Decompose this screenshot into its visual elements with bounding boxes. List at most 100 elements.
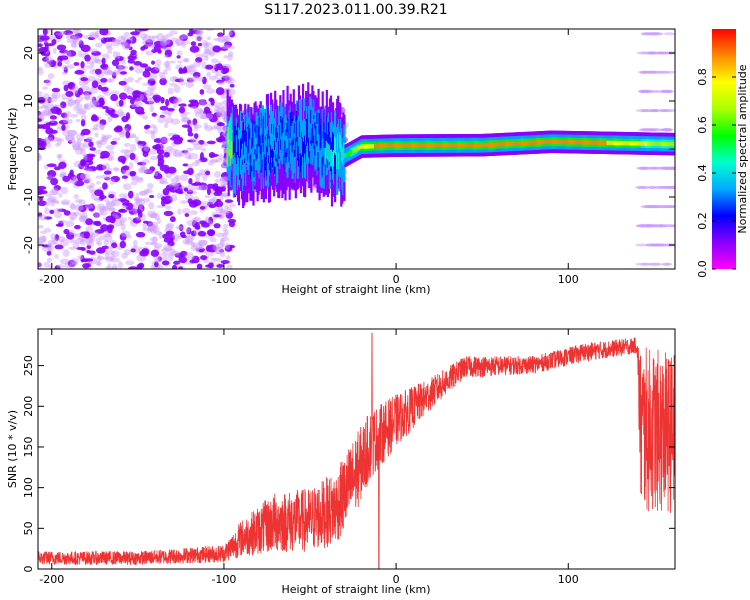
spectrogram-noise-blob: [69, 203, 77, 211]
spectrogram-noise-blob: [74, 70, 85, 75]
spectrogram-noise-blob: [185, 235, 194, 244]
spectrogram-noise-blob: [169, 234, 175, 241]
spectrogram-noise-blob: [68, 263, 74, 269]
spectrogram-noise-blob: [131, 175, 141, 182]
spectrogram-noise-blob: [44, 216, 53, 220]
spectrogram-noise-blob: [164, 148, 172, 152]
spectrogram-noise-blob: [198, 169, 206, 175]
spectrogram-noise-blob: [51, 237, 59, 246]
spectrogram-noise-blob: [190, 230, 197, 237]
spectrogram-noise-blob: [189, 78, 198, 82]
spectrogram-noise-blob: [44, 61, 52, 68]
spectrogram-noise-blob: [130, 143, 137, 152]
spectrogram-noise-blob: [191, 29, 201, 35]
spectrogram-noise-blob: [172, 151, 178, 157]
spectrogram-noise-blob: [85, 225, 93, 233]
spectrogram-noise-blob: [170, 177, 175, 184]
spectrogram-noise-blob: [116, 51, 121, 59]
spectrogram-noise-blob: [212, 45, 222, 53]
spectrogram-noise-blob: [139, 190, 149, 196]
spectrogram-noise-blob: [47, 196, 58, 203]
spectrogram-noise-blob: [178, 255, 188, 264]
spectrogram-noise-blob: [161, 198, 166, 207]
spectrogram-noise-blob: [39, 35, 50, 41]
spectrogram-noise-blob: [70, 39, 77, 48]
spectrogram-noise-blob: [208, 161, 214, 166]
spectrogram-noise-blob: [85, 136, 94, 141]
spectrogram-noise-blob: [204, 219, 211, 223]
spectrogram-noise-blob: [42, 102, 51, 109]
spectrogram-noise-blob: [648, 262, 662, 266]
spectrogram-noise-blob: [179, 34, 188, 42]
spectrogram-noise-blob: [66, 129, 77, 137]
spectrogram-noise-blob: [71, 261, 78, 266]
spectrogram-noise-blob: [63, 30, 73, 36]
spectrogram-noise-blob: [188, 153, 198, 160]
spectrogram-noise-blob: [61, 201, 70, 205]
spectrogram-x-ticks: -200 -100 0 100: [39, 29, 579, 286]
spectrogram-noise-blob: [102, 135, 110, 141]
spectrogram-y-tick-label: 10: [22, 94, 35, 108]
spectrogram-noise-blob: [186, 189, 194, 195]
spectrogram-noise-blob: [228, 221, 236, 228]
spectrogram-noise-blob: [149, 87, 154, 95]
spectrogram-noise-blob: [80, 85, 90, 90]
spectrogram-noise-blob: [173, 181, 182, 186]
spectrogram-noise-blob: [150, 123, 156, 129]
spectrogram-noise-blob: [84, 165, 90, 169]
spectrogram-noise-blob: [205, 245, 211, 252]
spectrogram-noise-blob: [136, 208, 142, 215]
spectrogram-noise-blob: [159, 177, 168, 184]
spectrogram-noise-blob: [205, 252, 214, 257]
spectrogram-noise-blob: [95, 58, 102, 63]
spectrogram-noise-blob: [165, 60, 170, 68]
spectrogram-noise-blob: [144, 124, 151, 129]
spectrogram-noise-blob: [635, 109, 649, 113]
spectrogram-noise-blob: [39, 230, 47, 235]
spectrogram-noise-blob: [151, 225, 160, 233]
spectrogram-noise-blob: [145, 50, 154, 56]
spectrogram-noise-blob: [205, 170, 211, 176]
spectrogram-noise-blob: [164, 49, 173, 58]
spectrogram-noise-blob: [90, 127, 100, 131]
spectrogram-noise-blob: [173, 260, 181, 265]
spectrogram-noise-blob: [71, 140, 81, 148]
spectrogram-noise-blob: [115, 65, 126, 70]
snr-y-axis-label: SNR (10 * v/v): [6, 410, 19, 488]
spectrogram-noise-blob: [173, 85, 181, 94]
spectrogram-noise-blob: [112, 167, 120, 171]
spectrogram-noise-blob: [76, 103, 83, 110]
spectrogram-noise-blob: [89, 48, 98, 53]
spectrogram-noise-blob: [191, 161, 200, 167]
spectrogram-noise-blob: [662, 262, 672, 266]
spectrogram-noise-blob: [78, 199, 86, 205]
spectrogram-noise-blob: [160, 115, 166, 119]
colorbar-tick-label: 0.2: [696, 212, 709, 230]
spectrogram-noise-blob: [168, 248, 176, 256]
spectrogram-noise-blob: [165, 98, 170, 107]
spectrogram-noise-blob: [124, 123, 132, 132]
spectrogram-noise-blob: [214, 73, 219, 79]
spectrogram-noise-blob: [159, 177, 165, 184]
spectrogram-noise-blob: [169, 216, 176, 223]
spectrogram-noise-blob: [158, 231, 163, 240]
spectrogram-noise-blob: [149, 226, 157, 235]
spectrogram-noise-blob: [216, 79, 225, 84]
spectrogram-noise-blob: [38, 262, 42, 268]
spectrogram-noise-blob: [50, 233, 57, 240]
spectrogram-marks: [38, 29, 675, 269]
spectrogram-noise-blob: [202, 51, 209, 58]
spectrogram-ridge-cell: [673, 142, 675, 147]
spectrogram-noise-blob: [193, 216, 202, 224]
spectrogram-noise-blob: [74, 204, 84, 212]
spectrogram-noise-blob: [169, 83, 178, 87]
spectrogram-noise-blob: [58, 55, 69, 61]
spectrogram-noise-blob: [63, 228, 70, 235]
spectrogram-noise-blob: [167, 166, 177, 174]
spectrogram-noise-blob: [212, 243, 220, 251]
spectrogram-noise-blob: [51, 87, 61, 93]
spectrogram-noise-blob: [80, 255, 85, 263]
spectrogram-noise-blob: [62, 116, 70, 124]
spectrogram-noise-blob: [203, 42, 210, 48]
